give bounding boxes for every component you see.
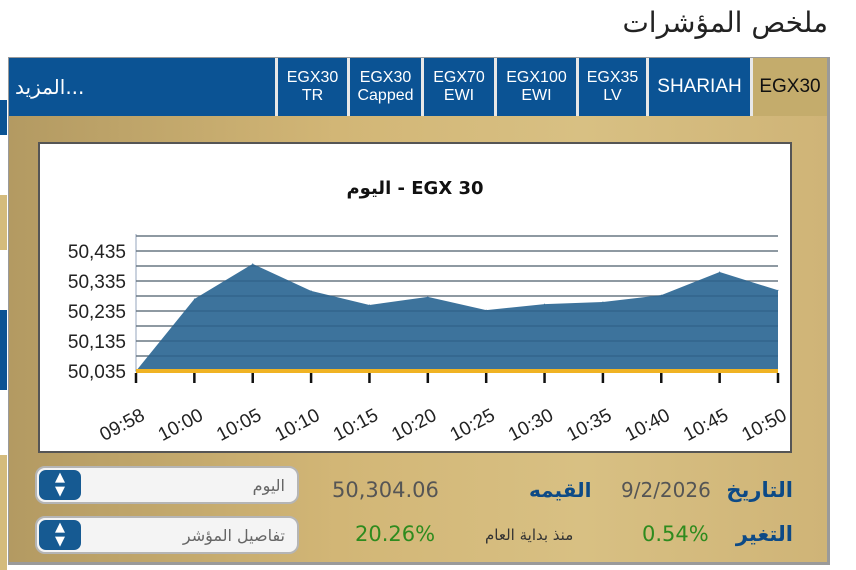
tab-label: Capped bbox=[357, 87, 414, 104]
x-tick-label: 10:30 bbox=[505, 405, 557, 446]
y-tick-label: 50,135 bbox=[68, 332, 126, 353]
x-tick-label: 10:00 bbox=[155, 405, 207, 446]
area-chart: 50,035 50,135 50,235 50,335 50,435 09:58 10:00… bbox=[68, 234, 790, 446]
tab-shariah[interactable]: SHARIAH bbox=[646, 58, 750, 116]
tab-egx30[interactable]: EGX30 bbox=[750, 58, 827, 116]
background-strip bbox=[0, 455, 7, 570]
x-tick-label: 10:15 bbox=[330, 405, 382, 446]
change-label: التغير bbox=[735, 522, 793, 546]
details-select[interactable]: ▲ ▼ تفاصيل المؤشر bbox=[35, 516, 299, 554]
tab-label: EGX70 bbox=[433, 69, 485, 86]
x-tick-label: 10:35 bbox=[563, 405, 615, 446]
value-label: القيمه bbox=[529, 478, 592, 502]
tab-egx35-lv[interactable]: EGX35 LV bbox=[576, 58, 646, 116]
y-tick-label: 50,335 bbox=[68, 272, 126, 293]
data-point bbox=[310, 290, 312, 292]
tab-label: EWI bbox=[521, 87, 552, 104]
y-tick-label: 50,235 bbox=[68, 302, 126, 323]
tab-egx70-ewi[interactable]: EGX70 EWI bbox=[421, 58, 494, 116]
y-tick-label: 50,435 bbox=[68, 242, 126, 263]
chart-container: EGX 30 - اليوم 50,035 50,135 50,235 50,335 5… bbox=[38, 142, 792, 453]
data-point bbox=[660, 294, 662, 296]
x-tick-label: 10:40 bbox=[622, 405, 674, 446]
data-point bbox=[777, 289, 779, 291]
tab-egx30-tr[interactable]: EGX30 TR bbox=[275, 58, 347, 116]
tab-label: EGX30 bbox=[359, 69, 412, 86]
data-point bbox=[485, 309, 487, 311]
tab-label: EGX35 bbox=[586, 69, 639, 86]
details-select-value: تفاصيل المؤشر bbox=[182, 526, 285, 545]
index-value: 50,304.06 bbox=[332, 478, 439, 502]
ytd-label: منذ بداية العام bbox=[485, 526, 574, 544]
data-point bbox=[719, 271, 721, 273]
x-tick-label: 10:45 bbox=[680, 405, 732, 446]
y-tick-label: 50,035 bbox=[68, 362, 126, 383]
x-tick-label: 10:10 bbox=[272, 405, 324, 446]
background-strip bbox=[0, 195, 7, 250]
page-title: ملخص المؤشرات bbox=[622, 6, 828, 39]
date-value: 9/2/2026 bbox=[621, 478, 711, 502]
data-point bbox=[193, 298, 195, 300]
ytd-value: 20.26% bbox=[355, 522, 436, 546]
more-button[interactable]: المزيد... bbox=[15, 75, 85, 99]
data-point bbox=[602, 301, 604, 303]
up-down-arrows-icon[interactable]: ▲ ▼ bbox=[39, 470, 81, 500]
tab-egx100-ewi[interactable]: EGX100 EWI bbox=[494, 58, 576, 116]
data-point bbox=[368, 304, 370, 306]
period-select[interactable]: ▲ ▼ اليوم bbox=[35, 466, 299, 504]
chart-title: EGX 30 - اليوم bbox=[346, 178, 484, 199]
index-summary-panel: المزيد... EGX30 TR EGX30 Capped EGX70 EWI E… bbox=[8, 57, 830, 565]
tab-label: TR bbox=[301, 87, 324, 104]
tab-label: EGX30 bbox=[286, 69, 339, 86]
background-strip bbox=[0, 310, 7, 390]
tab-label: EGX100 bbox=[506, 69, 567, 86]
period-select-value: اليوم bbox=[252, 476, 285, 495]
index-tabs: المزيد... EGX30 TR EGX30 Capped EGX70 EWI E… bbox=[9, 58, 827, 116]
data-point bbox=[427, 296, 429, 298]
up-down-arrows-icon[interactable]: ▲ ▼ bbox=[39, 520, 81, 550]
x-tick-label: 10:20 bbox=[388, 405, 440, 446]
data-point bbox=[544, 303, 546, 305]
tab-label: LV bbox=[603, 87, 622, 104]
change-value: 0.54% bbox=[642, 522, 709, 546]
tab-label: EWI bbox=[443, 87, 475, 104]
x-tick-label: 09:58 bbox=[97, 405, 149, 446]
tab-egx30-capped[interactable]: EGX30 Capped bbox=[347, 58, 421, 116]
x-tick-label: 10:25 bbox=[447, 405, 499, 446]
area-series bbox=[136, 263, 778, 371]
x-tick-label: 10:50 bbox=[739, 405, 790, 446]
date-label: التاريخ bbox=[726, 478, 793, 502]
background-strip bbox=[0, 100, 7, 135]
x-tick-label: 10:05 bbox=[213, 405, 265, 446]
data-point bbox=[252, 263, 254, 265]
